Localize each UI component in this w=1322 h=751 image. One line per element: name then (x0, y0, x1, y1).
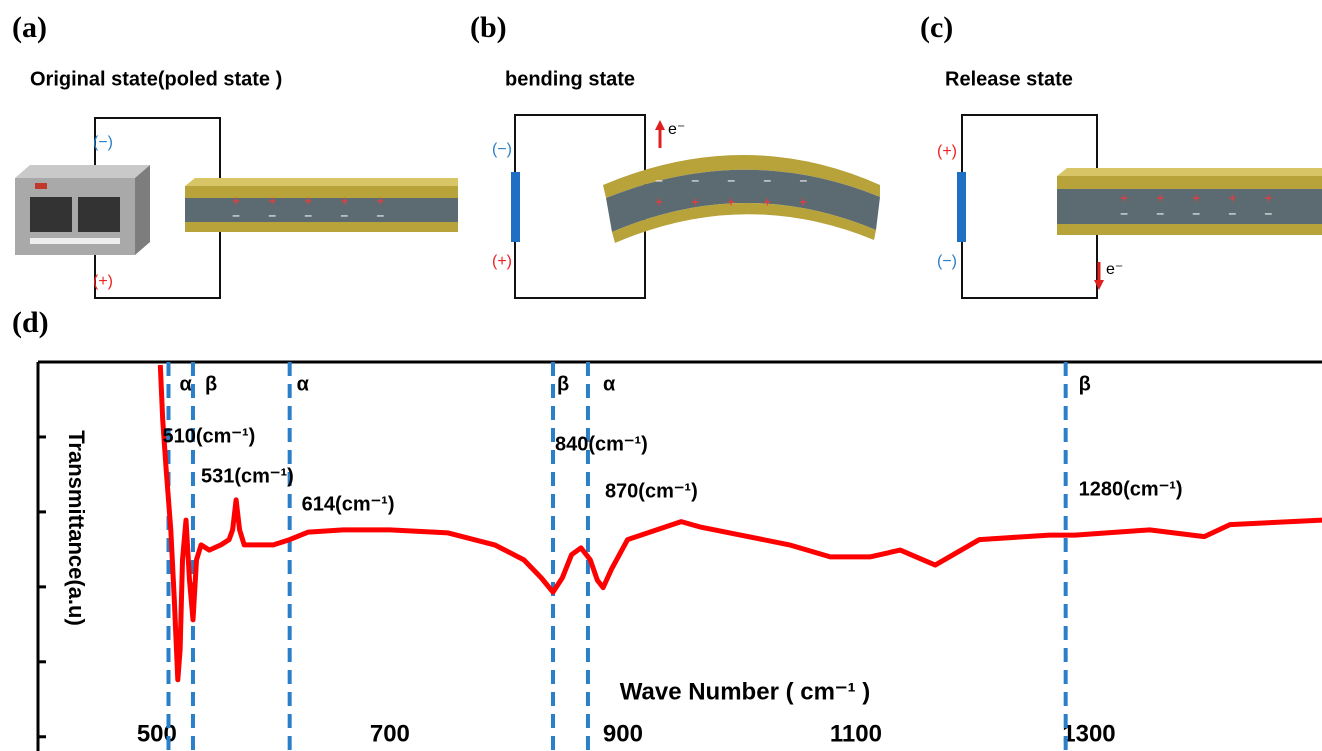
spectrum-line (157, 364, 1322, 683)
peak-label: 614(cm⁻¹) (302, 493, 395, 515)
film (603, 155, 880, 243)
charges: − − − − − (655, 173, 819, 189)
electrode (511, 172, 520, 242)
electron: e⁻ (1106, 261, 1123, 278)
panel-title: bending state (505, 68, 635, 90)
film (1057, 168, 1322, 235)
arrow (1094, 262, 1104, 290)
terminal: (−) (93, 134, 113, 151)
terminal: (+) (937, 143, 957, 160)
terminal: (−) (937, 253, 957, 270)
x-tick-label: 700 (370, 720, 410, 747)
panel-label: (d) (12, 306, 49, 339)
x-axis-label: Wave Number ( cm⁻¹ ) (620, 678, 871, 705)
peak-label: 840(cm⁻¹) (555, 433, 648, 455)
meter (15, 165, 150, 255)
charges: − − − − − (1120, 206, 1284, 222)
peak-label: 870(cm⁻¹) (605, 480, 698, 502)
phase-label: β (205, 373, 217, 395)
terminal: (+) (93, 273, 113, 290)
charges: + + + + + (655, 194, 819, 210)
terminal: (−) (492, 141, 512, 158)
panel-label: (c) (920, 11, 953, 44)
panel-title: Original state(poled state ) (30, 68, 282, 90)
x-tick-label: 1300 (1062, 720, 1115, 747)
phase-label: α (603, 373, 616, 395)
peak-label: 1280(cm⁻¹) (1079, 478, 1183, 500)
phase-label: β (557, 373, 569, 395)
arrow (655, 120, 665, 148)
phase-label: β (1079, 373, 1091, 395)
panel-label: (b) (470, 11, 507, 44)
charges: + + + + + (1120, 190, 1284, 206)
x-tick-label: 900 (603, 720, 643, 747)
panel-label: (a) (12, 11, 47, 44)
film (185, 178, 458, 232)
y-axis-label: Transmittance(a.u) (64, 430, 89, 626)
panel-title: Release state (945, 68, 1073, 90)
x-tick-label: 500 (137, 720, 177, 747)
phase-label: α (297, 373, 310, 395)
peak-label: 510(cm⁻¹) (162, 425, 255, 447)
peak-label: 531(cm⁻¹) (201, 465, 294, 487)
electron: e⁻ (668, 121, 685, 138)
charges: − − − − − (232, 208, 396, 224)
terminal: (+) (492, 253, 512, 270)
phase-label: α (179, 373, 192, 395)
charges: + + + + + (232, 193, 396, 209)
electrode (957, 172, 966, 242)
x-tick-label: 1100 (830, 720, 882, 747)
plot (36, 360, 1322, 751)
